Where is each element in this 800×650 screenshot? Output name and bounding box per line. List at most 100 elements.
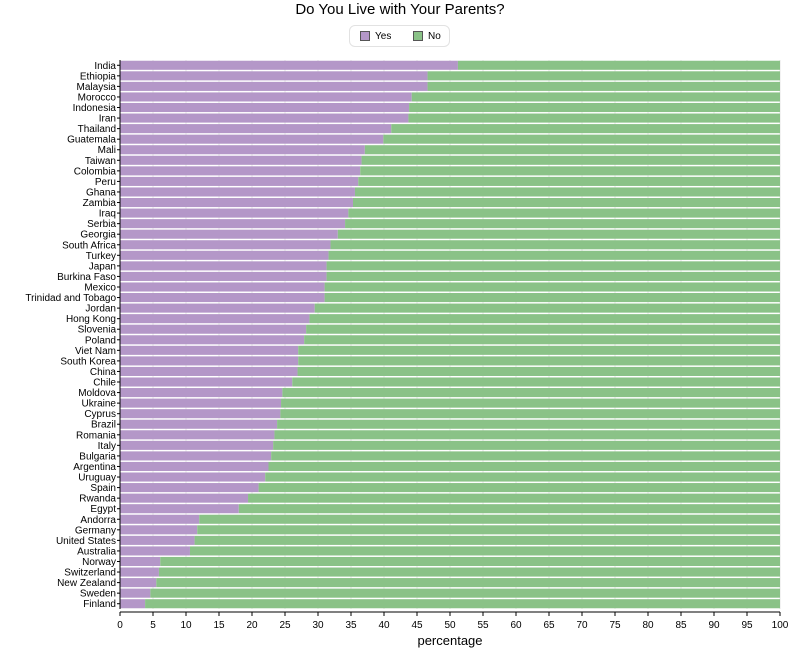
x-tick-label: 15 [213,620,225,631]
chart-title: Do You Live with Your Parents? [295,1,505,18]
bar-no [282,388,780,398]
x-tick-label: 80 [642,620,654,631]
x-tick-label: 50 [444,620,456,631]
bar-no [360,166,780,176]
bar-yes [120,514,200,524]
bar-no [297,366,780,376]
bar-no [306,324,780,334]
category-label: Argentina [73,462,116,473]
bar-yes [120,409,281,419]
category-label: Iraq [99,209,116,220]
bar-no [273,440,780,450]
category-label: Mexico [84,282,116,293]
category-label: Hong Kong [66,314,116,325]
bar-no [197,525,781,535]
bar-no [194,535,780,545]
category-label: India [94,61,116,72]
bar-yes [120,440,274,450]
x-tick-label: 20 [246,620,258,631]
bar-yes [120,345,299,355]
bar-yes [120,504,239,514]
category-label: Uruguay [78,473,116,484]
bar-yes [120,314,310,324]
category-label: Sweden [80,589,116,600]
bar-no [352,197,780,208]
bar-no [304,335,780,345]
x-tick-label: 65 [543,620,555,631]
category-label: Poland [85,335,116,346]
category-label: Germany [75,525,116,536]
bar-yes [120,155,362,165]
bar-yes [120,219,346,229]
category-label: Colombia [74,166,117,177]
bar-no [238,504,781,514]
bar-no [328,250,780,260]
bar-no [330,240,780,250]
category-label: Mali [98,145,116,156]
x-tick-label: 55 [477,620,489,631]
category-label: China [90,367,117,378]
bar-no [156,578,781,588]
legend: Yes No [349,25,450,47]
category-label: Georgia [80,230,116,241]
bar-no [265,472,780,482]
bar-no [199,514,780,524]
category-label: Japan [89,261,116,272]
category-label: Moldova [78,388,116,399]
x-tick-label: 85 [675,620,687,631]
category-label: Peru [95,177,116,188]
bar-no [358,176,780,186]
category-label: Thailand [78,124,116,135]
legend-swatch-yes [360,31,370,41]
legend-swatch-no [413,31,423,41]
bar-yes [120,81,428,91]
bar-no [457,60,780,70]
bar-yes [120,535,195,545]
bar-yes [120,134,384,144]
bar-no [427,71,780,81]
bar-no [364,145,780,155]
bar-yes [120,366,298,376]
category-label: South Africa [62,240,116,251]
bar-yes [120,356,299,366]
bar-yes [120,102,410,113]
bar-yes [120,229,338,239]
x-tick-label: 90 [708,620,720,631]
bar-yes [120,92,412,102]
category-label: Viet Nam [75,346,116,357]
category-label: New Zealand [57,578,116,589]
bar-yes [120,430,275,440]
bar-no [411,92,780,102]
bar-yes [120,113,409,123]
bar-yes [120,124,392,134]
bar-yes [120,240,331,250]
bar-no [337,229,780,239]
bar-yes [120,388,283,398]
category-label: Egypt [90,504,116,515]
bar-no [258,483,781,493]
bar-yes [120,208,349,218]
bar-no [160,556,780,567]
x-tick-label: 75 [609,620,621,631]
bar-no [298,356,780,366]
bar-no [277,419,780,429]
bar-no [271,451,780,461]
bar-yes [120,166,361,176]
category-label: United States [56,536,116,547]
bar-no [324,293,780,303]
bar-no [150,588,781,598]
category-label: Malaysia [77,82,117,93]
x-tick-label: 95 [741,620,753,631]
bar-no [281,398,780,408]
bar-yes [120,472,266,482]
category-label: Rwanda [79,494,116,505]
legend-label-yes: Yes [375,30,392,42]
x-tick-label: 25 [279,620,291,631]
bar-yes [120,197,353,208]
bar-yes [120,588,151,598]
bar-yes [120,419,278,429]
category-label: Ukraine [82,399,117,410]
bar-no [145,599,780,609]
bar-yes [120,250,329,260]
